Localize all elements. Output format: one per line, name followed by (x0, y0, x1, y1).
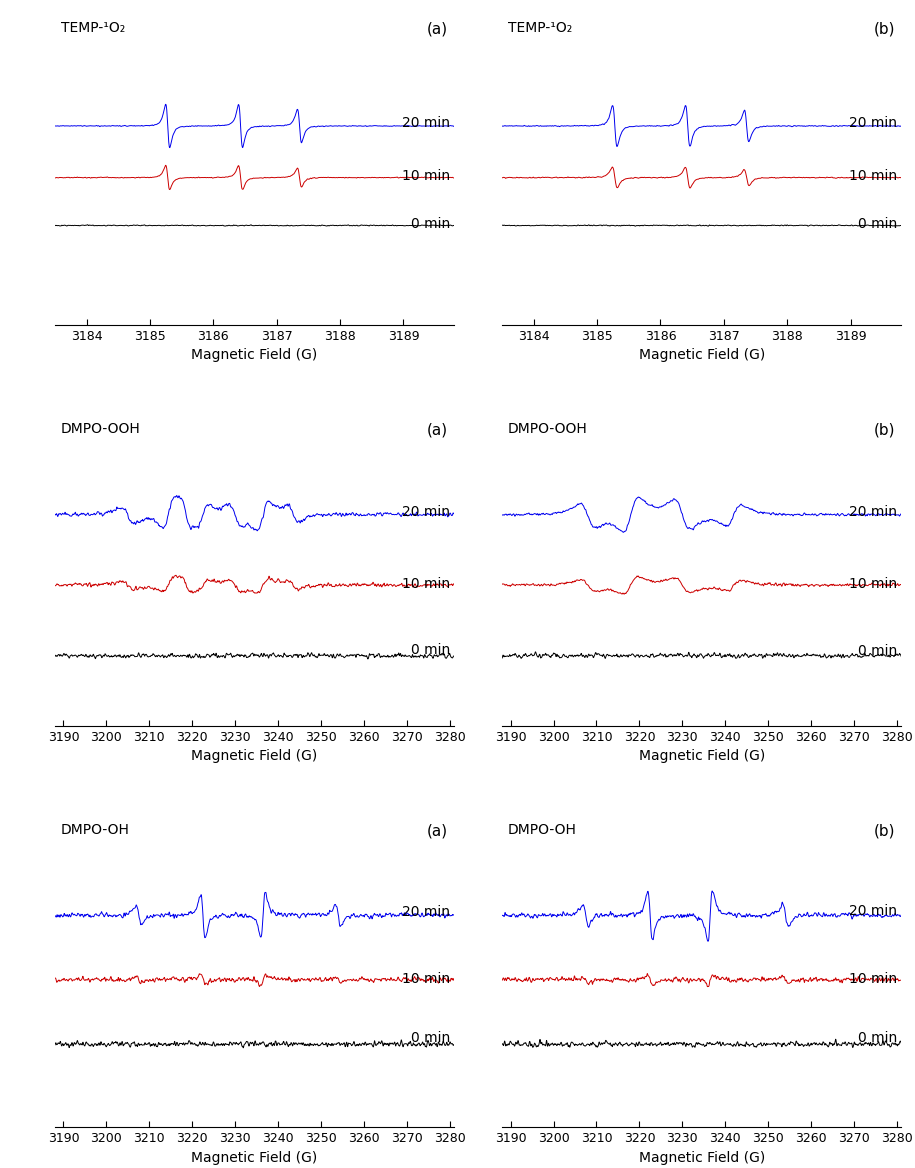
Text: (b): (b) (874, 823, 895, 839)
Text: 20 min: 20 min (402, 505, 450, 519)
Text: DMPO-OH: DMPO-OH (508, 823, 576, 837)
X-axis label: Magnetic Field (G): Magnetic Field (G) (639, 750, 765, 764)
Text: 20 min: 20 min (849, 116, 898, 130)
Text: 0 min: 0 min (411, 644, 450, 658)
X-axis label: Magnetic Field (G): Magnetic Field (G) (191, 348, 318, 362)
Text: DMPO-OOH: DMPO-OOH (61, 422, 141, 436)
Text: 10 min: 10 min (849, 972, 898, 986)
Text: 20 min: 20 min (402, 116, 450, 130)
Text: 0 min: 0 min (858, 1031, 898, 1045)
Text: 20 min: 20 min (849, 904, 898, 918)
Text: 0 min: 0 min (858, 644, 898, 658)
Text: 20 min: 20 min (402, 905, 450, 919)
Text: 10 min: 10 min (849, 577, 898, 591)
Text: TEMP-¹O₂: TEMP-¹O₂ (61, 21, 125, 35)
Text: (a): (a) (427, 21, 448, 36)
Text: 10 min: 10 min (849, 169, 898, 183)
Text: 0 min: 0 min (858, 217, 898, 231)
Text: TEMP-¹O₂: TEMP-¹O₂ (508, 21, 572, 35)
Text: 20 min: 20 min (849, 505, 898, 519)
X-axis label: Magnetic Field (G): Magnetic Field (G) (639, 348, 765, 362)
X-axis label: Magnetic Field (G): Magnetic Field (G) (191, 750, 318, 764)
X-axis label: Magnetic Field (G): Magnetic Field (G) (191, 1150, 318, 1164)
Text: (b): (b) (874, 21, 895, 36)
X-axis label: Magnetic Field (G): Magnetic Field (G) (639, 1150, 765, 1164)
Text: 10 min: 10 min (402, 972, 450, 986)
Text: (b): (b) (874, 422, 895, 437)
Text: DMPO-OOH: DMPO-OOH (508, 422, 587, 436)
Text: 0 min: 0 min (411, 217, 450, 231)
Text: DMPO-OH: DMPO-OH (61, 823, 130, 837)
Text: 10 min: 10 min (402, 168, 450, 182)
Text: 10 min: 10 min (402, 577, 450, 591)
Text: (a): (a) (427, 422, 448, 437)
Text: 0 min: 0 min (411, 1031, 450, 1045)
Text: (a): (a) (427, 823, 448, 839)
